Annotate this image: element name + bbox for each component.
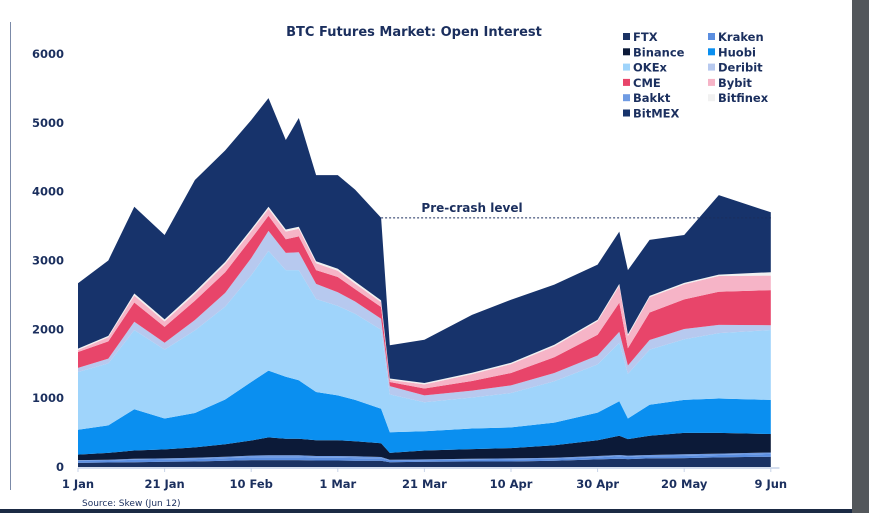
x-tick-label: 10 Feb [229, 477, 272, 491]
area-cme [78, 215, 771, 396]
legend-label: Deribit [718, 61, 763, 75]
x-tick-label: 21 Mar [402, 477, 447, 491]
legend-label: OKEx [633, 61, 668, 75]
legend-item-kraken: Kraken [708, 30, 764, 44]
area-binance [78, 432, 771, 461]
legend-swatch [623, 48, 630, 56]
legend-label: BitMEX [633, 107, 680, 121]
legend-label: Bitfinex [718, 91, 769, 105]
legend-item-bakkt: Bakkt [623, 91, 671, 105]
window-edge [852, 0, 869, 513]
legend-label: Huobi [718, 45, 756, 59]
legend-item-ftx: FTX [623, 30, 658, 44]
y-tick-label: 1000 [32, 391, 64, 405]
y-tick-label: 3000 [32, 254, 64, 268]
legend-item-cme: CME [623, 76, 661, 90]
area-kraken [78, 453, 771, 463]
bottom-border [0, 509, 852, 513]
legend-label: Bybit [718, 76, 752, 90]
legend-label: Kraken [718, 30, 764, 44]
legend-item-binance: Binance [623, 45, 685, 59]
area-bakkt [78, 452, 771, 461]
x-tick-label: 1 Mar [319, 477, 356, 491]
x-tick-label: 9 Jun [754, 477, 787, 491]
legend-swatch [708, 78, 715, 86]
legend-item-bitmex: BitMEX [623, 107, 680, 121]
legend-item-deribit: Deribit [708, 61, 763, 75]
legend-swatch [623, 109, 630, 117]
legend-item-bitfinex: Bitfinex [708, 91, 769, 105]
left-border [10, 22, 11, 490]
legend-swatch [708, 48, 715, 56]
legend-swatch [623, 33, 630, 40]
pre-crash-label: Pre-crash level [421, 201, 522, 215]
legend-swatch [708, 33, 715, 40]
open-interest-chart: 0 1000 2000 3000 4000 5000 6000 1 Jan 21 Jan 10 F… [32, 25, 787, 509]
axis-ticks: 0 1000 2000 3000 4000 5000 6000 1 Jan 21 Jan 10 F… [32, 47, 787, 491]
legend-label: Binance [633, 45, 685, 59]
legend-swatch [708, 63, 715, 71]
source-note: Source: Skew (Jun 12) [82, 499, 181, 509]
y-tick-label: 5000 [32, 116, 64, 130]
legend-label: Bakkt [633, 91, 671, 105]
x-tick-label: 10 Apr [490, 477, 533, 491]
legend-item-bybit: Bybit [708, 76, 752, 90]
legend-swatch [623, 94, 630, 102]
x-tick-label: 30 Apr [576, 477, 619, 491]
area-bitmex [78, 98, 771, 383]
chart-title: BTC Futures Market: Open Interest [286, 25, 542, 40]
y-tick-label: 0 [56, 460, 64, 474]
stacked-areas [78, 98, 771, 467]
area-okex [78, 250, 771, 433]
area-huobi [78, 370, 771, 455]
y-tick-label: 4000 [32, 185, 64, 199]
x-tick-label: 1 Jan [62, 477, 94, 491]
legend-swatch [708, 94, 715, 102]
legend-label: CME [633, 76, 661, 90]
legend-item-huobi: Huobi [708, 45, 756, 59]
legend-swatch [623, 63, 630, 71]
legend-label: FTX [633, 30, 658, 44]
y-tick-label: 6000 [32, 47, 64, 61]
legend: FTX Kraken Binance Huobi OKEx Deribit CME Bybit… [623, 30, 769, 121]
y-tick-label: 2000 [32, 322, 64, 336]
x-tick-label: 20 May [661, 477, 708, 491]
legend-swatch [623, 78, 630, 86]
x-tick-label: 21 Jan [144, 477, 184, 491]
area-ftx [78, 456, 771, 467]
legend-item-okex: OKEx [623, 61, 668, 75]
area-deribit [78, 230, 771, 403]
